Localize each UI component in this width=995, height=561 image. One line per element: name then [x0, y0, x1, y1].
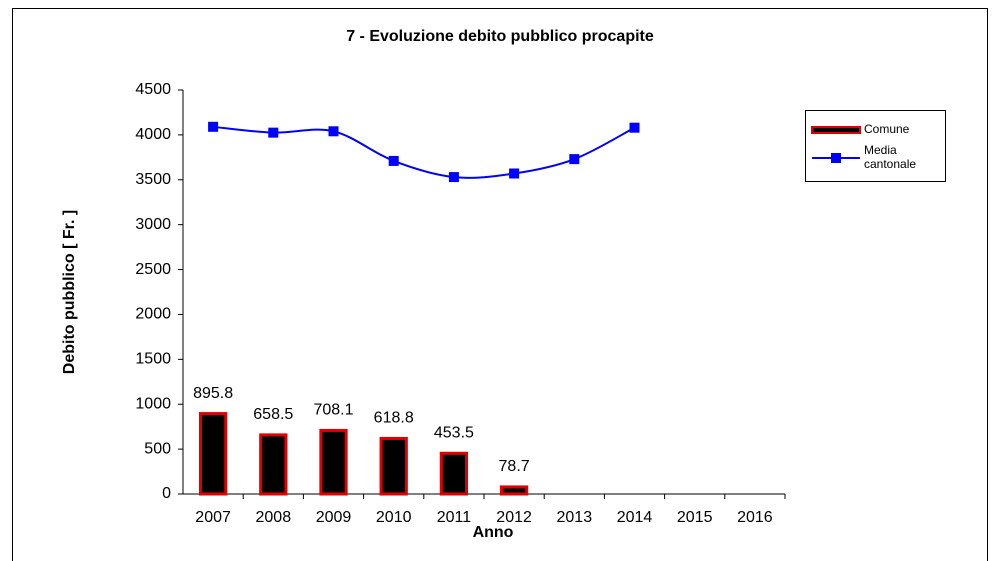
- y-axis-label: Debito pubblico [ Fr. ]: [61, 210, 78, 374]
- data-label: 895.8: [193, 385, 233, 402]
- y-tick-label: 0: [162, 485, 171, 502]
- legend-swatch: [811, 126, 861, 134]
- chart-border: [12, 8, 988, 561]
- x-tick-label: 2013: [557, 509, 593, 526]
- x-tick-label: 2008: [256, 509, 292, 526]
- data-label: 78.7: [499, 458, 530, 475]
- x-tick-label: 2010: [376, 509, 412, 526]
- bar: [379, 436, 408, 496]
- line-marker: [629, 122, 640, 133]
- legend-marker: [831, 153, 841, 163]
- bar: [198, 412, 228, 496]
- line-marker: [268, 127, 279, 138]
- x-tick-label: 2011: [437, 509, 472, 526]
- y-tick-label: 500: [144, 440, 171, 457]
- legend-label: Media cantonale: [864, 143, 916, 171]
- x-tick-label: 2007: [195, 509, 231, 526]
- x-tick-label: 2009: [316, 509, 352, 526]
- x-tick-label: 2014: [617, 509, 653, 526]
- line-marker: [509, 168, 520, 179]
- y-tick-label: 4000: [135, 126, 171, 143]
- y-tick-label: 3000: [135, 216, 171, 233]
- line-marker: [328, 126, 339, 137]
- data-label: 453.5: [434, 425, 474, 442]
- y-tick-label: 2000: [135, 306, 171, 323]
- chart-title: 7 - Evoluzione debito pubblico procapite: [346, 28, 654, 45]
- bar: [439, 451, 469, 496]
- y-tick-label: 1000: [135, 395, 171, 412]
- y-tick-label: 3500: [135, 171, 171, 188]
- x-tick-label: 2015: [677, 509, 713, 526]
- x-axis-label: Anno: [473, 524, 514, 541]
- bar: [499, 485, 529, 496]
- bar: [319, 428, 348, 496]
- y-tick-label: 1500: [135, 351, 171, 368]
- legend-label: Comune: [864, 122, 910, 136]
- line-marker: [569, 154, 580, 165]
- line-marker: [208, 121, 219, 132]
- x-tick-label: 2016: [737, 509, 773, 526]
- bar: [259, 433, 288, 496]
- x-tick-label: 2012: [496, 509, 532, 526]
- line-marker: [388, 155, 399, 166]
- y-tick-label: 2500: [135, 261, 171, 278]
- data-label: 618.8: [374, 410, 414, 427]
- line-marker: [448, 172, 459, 183]
- y-tick-label: 4500: [135, 81, 171, 98]
- data-label: 708.1: [313, 402, 353, 419]
- data-label: 658.5: [253, 406, 293, 423]
- legend-box: [805, 110, 946, 182]
